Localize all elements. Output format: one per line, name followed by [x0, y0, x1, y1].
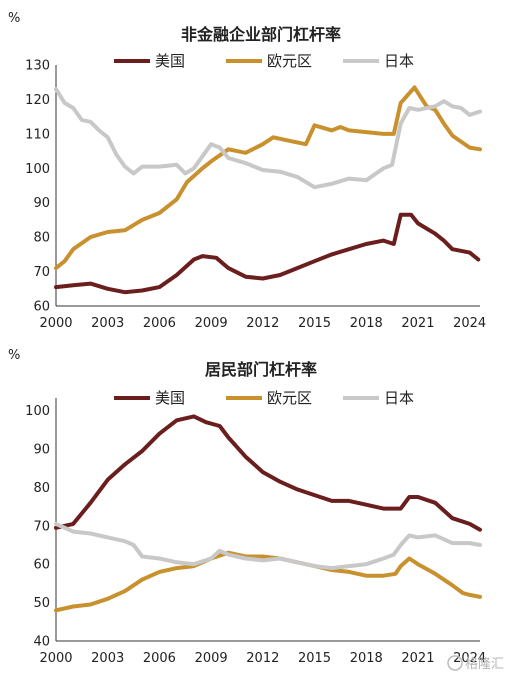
chart-1-y-ticks: 60 70 80 90 100 110 120 130 — [25, 59, 50, 315]
chart-1-legend-label-eurozone: 欧元区 — [267, 52, 312, 70]
chart-1-y-tick-label: 60 — [33, 300, 50, 315]
chart-household: % 居民部门杠杆率 美国 欧元区 日本 40 50 60 70 80 90 100 2000… — [8, 348, 486, 666]
chart-2-y-tick-label: 50 — [33, 596, 50, 611]
chart-2-title: 居民部门杠杆率 — [205, 360, 317, 379]
chart-2-y-tick-label: 60 — [33, 558, 50, 573]
chart-1-title: 非金融企业部门杠杆率 — [181, 25, 341, 44]
chart-2-x-tick-label: 2018 — [350, 651, 383, 666]
chart-1-x-ticks: 2000 2003 2006 2009 2012 2015 2018 2021 2024 — [39, 316, 486, 331]
chart-2-y-tick-label: 100 — [25, 404, 50, 419]
chart-2-legend-label-eurozone: 欧元区 — [267, 389, 312, 407]
chart-1-x-tick-label: 2006 — [143, 316, 176, 331]
chart-1-y-tick-label: 90 — [33, 196, 50, 211]
chart-1-x-tick-label: 2012 — [246, 316, 279, 331]
chart-1-series-lines — [54, 85, 482, 295]
chart-1-series-line-eurozone — [54, 85, 482, 271]
chart-1-y-tick-label: 120 — [25, 93, 50, 108]
chart-1-series-line-japan — [54, 87, 482, 190]
watermark: 格隆汇 — [447, 655, 504, 672]
chart-2-x-tick-label: 2012 — [246, 651, 279, 666]
chart-2-y-tick-label: 40 — [33, 635, 50, 650]
chart-2-unit: % — [8, 348, 20, 363]
chart-2-series-lines — [54, 414, 482, 613]
chart-2-series-line-japan — [54, 521, 482, 571]
chart-1-y-tick-label: 70 — [33, 265, 50, 280]
chart-1-x-tick-label: 2024 — [453, 316, 486, 331]
chart-1-x-tick-label: 2018 — [350, 316, 383, 331]
chart-2-x-tick-label: 2006 — [143, 651, 176, 666]
chart-1-series-line-us — [54, 212, 481, 295]
chart-nonfinancial-corporate: % 非金融企业部门杠杆率 美国 欧元区 日本 60 70 80 90 100 110 120… — [8, 11, 486, 331]
watermark-text: 格隆汇 — [465, 656, 504, 672]
chart-1-x-tick-label: 2000 — [39, 316, 72, 331]
chart-1-y-tick-label: 110 — [25, 127, 50, 142]
chart-2-x-tick-label: 2009 — [195, 651, 228, 666]
chart-2-y-tick-label: 90 — [33, 443, 50, 458]
chart-1-x-tick-label: 2021 — [401, 316, 434, 331]
chart-1-unit: % — [8, 11, 20, 26]
watermark-logo-icon — [447, 655, 463, 671]
chart-2-y-tick-label: 70 — [33, 519, 50, 534]
chart-2-y-ticks: 40 50 60 70 80 90 100 — [25, 404, 50, 649]
chart-1-legend-label-japan: 日本 — [384, 52, 414, 70]
chart-2-x-tick-label: 2015 — [298, 651, 331, 666]
chart-2-legend-label-japan: 日本 — [384, 389, 414, 407]
chart-1-y-tick-label: 100 — [25, 162, 50, 177]
chart-1-y-tick-label: 80 — [33, 231, 50, 246]
chart-2-x-tick-label: 2021 — [401, 651, 434, 666]
chart-2-legend: 美国 欧元区 日本 — [114, 389, 414, 407]
chart-1-legend-label-us: 美国 — [155, 52, 185, 70]
chart-2-series-line-us — [54, 414, 482, 532]
chart-1-x-tick-label: 2015 — [298, 316, 331, 331]
chart-2-x-tick-label: 2003 — [91, 651, 124, 666]
chart-1-legend: 美国 欧元区 日本 — [114, 52, 414, 70]
chart-2-x-ticks: 2000 2003 2006 2009 2012 2015 2018 2021 2024 — [39, 651, 486, 666]
chart-1-x-tick-label: 2009 — [195, 316, 228, 331]
chart-1-x-tick-label: 2003 — [91, 316, 124, 331]
chart-2-legend-label-us: 美国 — [155, 389, 185, 407]
chart-2-x-tick-label: 2000 — [39, 651, 72, 666]
chart-2-y-tick-label: 80 — [33, 481, 50, 496]
chart-1-y-tick-label: 130 — [25, 59, 50, 74]
